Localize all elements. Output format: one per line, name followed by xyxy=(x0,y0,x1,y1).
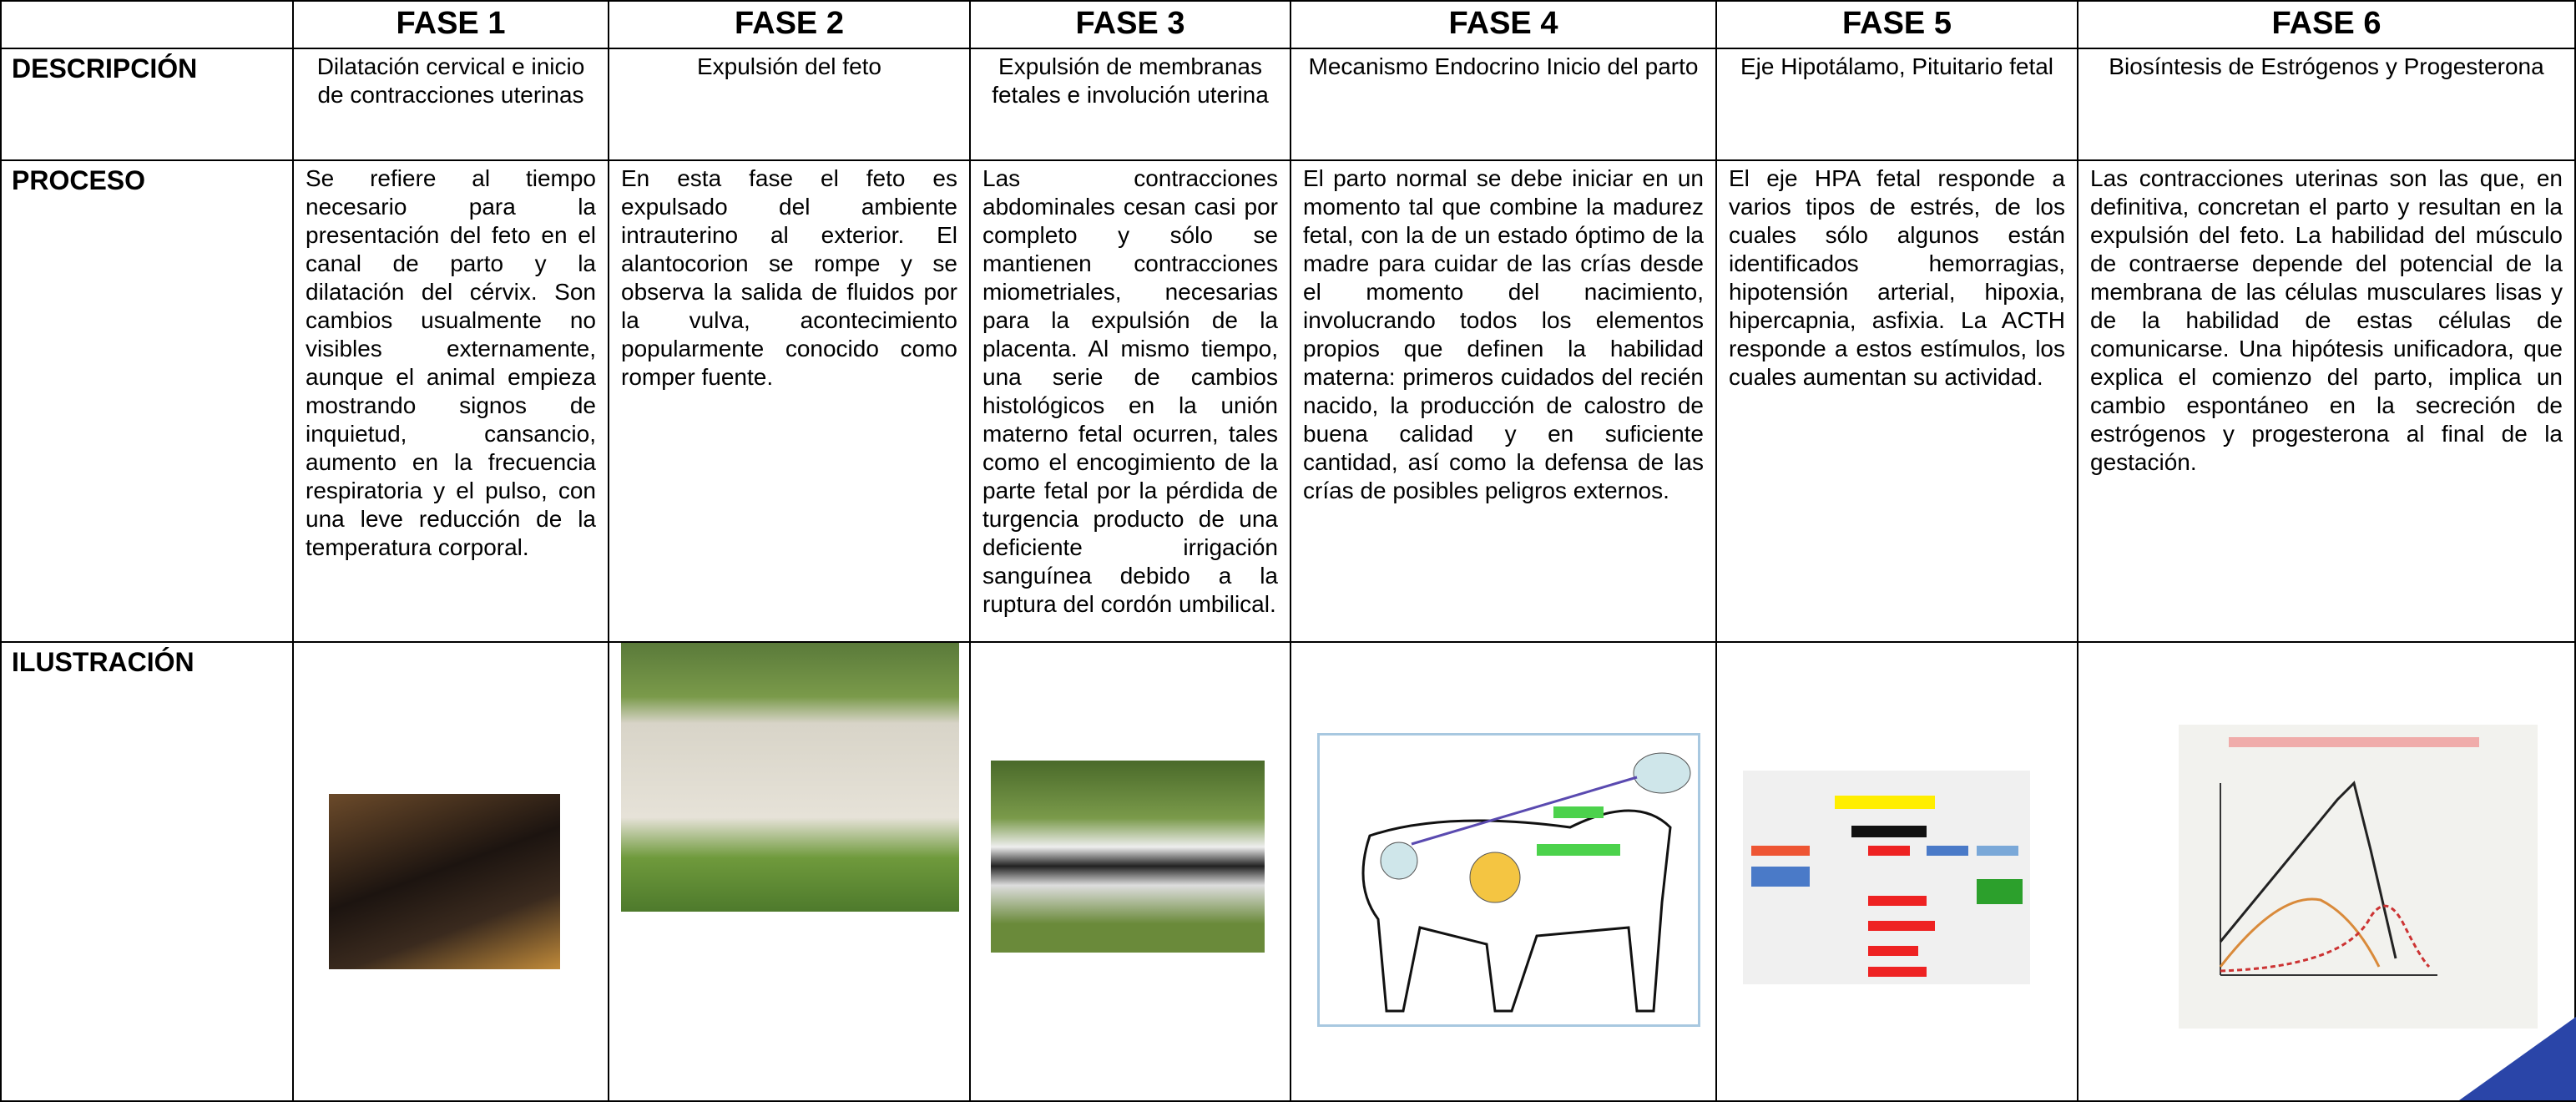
illustration-2 xyxy=(621,643,959,912)
description-cell: Expulsión del feto xyxy=(609,49,971,161)
illustration-6 xyxy=(2179,725,2538,1029)
hormone-graph xyxy=(2219,737,2479,976)
phase-header: FASE 2 xyxy=(609,0,971,49)
phase-header: FASE 1 xyxy=(294,0,609,49)
flow-diagram xyxy=(1751,796,2023,977)
corner-cell xyxy=(0,0,294,49)
illustration-1 xyxy=(329,794,560,969)
description-cell: Eje Hipotálamo, Pituitario fetal xyxy=(1717,49,2078,161)
process-cell: Las contracciones abdominales cesan casi… xyxy=(971,161,1291,643)
corner-decoration xyxy=(2459,1017,2576,1100)
phase-header: FASE 4 xyxy=(1291,0,1717,49)
phase-header: FASE 6 xyxy=(2078,0,2576,49)
process-cell: El parto normal se debe iniciar en un mo… xyxy=(1291,161,1717,643)
row-label: ILUSTRACIÓN xyxy=(0,643,294,1102)
description-cell: Biosíntesis de Estrógenos y Progesterona xyxy=(2078,49,2576,161)
description-cell: Expulsión de membranas fetales e involuc… xyxy=(971,49,1291,161)
phase-header: FASE 5 xyxy=(1717,0,2078,49)
row-label: DESCRIPCIÓN xyxy=(0,49,294,161)
illustration-3 xyxy=(991,761,1265,953)
illustration-4 xyxy=(1317,733,1700,1027)
row-label: PROCESO xyxy=(0,161,294,643)
process-cell: Se refiere al tiempo necesario para la p… xyxy=(294,161,609,643)
phase-header: FASE 3 xyxy=(971,0,1291,49)
process-cell: Las contracciones uterinas son las que, … xyxy=(2078,161,2576,643)
description-cell: Dilatación cervical e inicio de contracc… xyxy=(294,49,609,161)
description-cell: Mecanismo Endocrino Inicio del parto xyxy=(1291,49,1717,161)
illustration-5 xyxy=(1743,771,2030,984)
process-cell: En esta fase el feto es expulsado del am… xyxy=(609,161,971,643)
process-cell: El eje HPA fetal responde a varios tipos… xyxy=(1717,161,2078,643)
cow-diagram xyxy=(1361,752,1691,1013)
